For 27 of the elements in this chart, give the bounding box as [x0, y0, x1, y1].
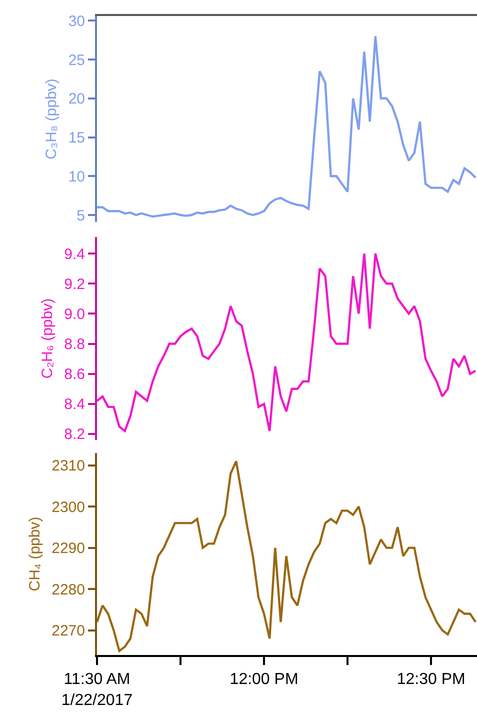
y-tick-label: 30	[68, 12, 85, 30]
line-series	[97, 252, 477, 432]
y-tick-label: 20	[68, 90, 85, 108]
y-tick-label: 2310	[52, 458, 85, 475]
y-tick-label: 25	[68, 52, 85, 69]
y-axis-title: C₃H₈ (ppbv)	[43, 78, 60, 160]
y-tick-label: 9.2	[64, 276, 85, 293]
line-series	[97, 35, 477, 218]
line-series	[97, 460, 477, 652]
y-tick-label: 2280	[52, 581, 85, 598]
y-tick-label: 9.4	[64, 246, 85, 263]
y-tick-label: 2270	[52, 622, 85, 640]
y-axis-title: CH₄ (ppbv)	[26, 516, 44, 592]
y-tick-label: 8.2	[64, 426, 85, 444]
x-tick-label: 12:00 PM	[230, 670, 298, 688]
y-tick-label: 9.0	[64, 306, 85, 323]
y-tick-label: 2290	[52, 540, 85, 558]
y-tick-label: 8.6	[64, 366, 85, 384]
y-axis-title: C₂H₆ (ppbv)	[38, 298, 56, 379]
y-tick-label: 5	[76, 207, 85, 224]
y-tick-label: 8.4	[64, 396, 85, 414]
x-tick-label: 12:30 PM	[396, 670, 466, 688]
y-tick-label: 8.8	[64, 336, 85, 354]
y-tick-label: 2300	[52, 498, 85, 516]
x-tick-label: 11:30 AM 1/22/2017	[61, 670, 133, 709]
y-tick-label: 15	[68, 130, 85, 147]
y-tick-label: 10	[68, 168, 85, 186]
